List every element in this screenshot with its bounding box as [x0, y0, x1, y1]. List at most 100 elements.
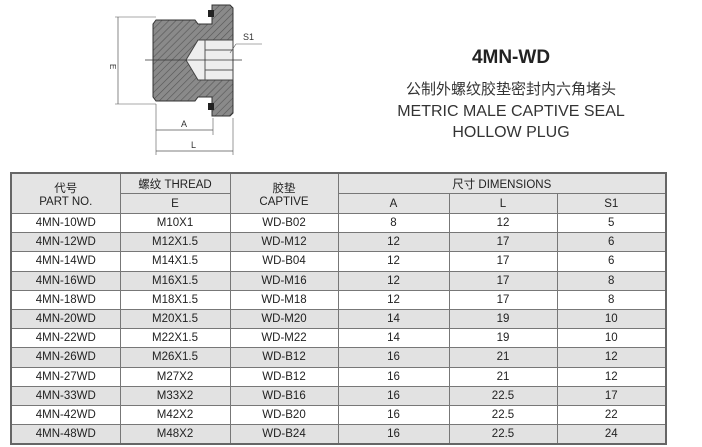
cell-l: 21 [448, 366, 558, 387]
header-e: E [119, 193, 231, 214]
product-name-chinese: 公制外螺纹胶垫密封内六角堵头 [405, 80, 616, 98]
cell-s1: 10 [556, 308, 667, 330]
cell-captive: WD-M16 [229, 270, 339, 291]
dimensions-table: 代号 PART NO. 螺纹 THREAD 胶垫 CAPTIVE 尺寸 DIMENS… [10, 172, 667, 446]
cell-l: 19 [448, 308, 558, 330]
cell-captive: WD-B24 [229, 424, 339, 445]
cell-thread: M16X1.5 [119, 270, 231, 291]
product-code: 4MN-WD [471, 47, 551, 68]
cell-captive: WD-M12 [229, 232, 339, 253]
cell-a: 8 [337, 212, 450, 234]
table-row: 4MN-27WD M27X2 WD-B12 16 21 12 [10, 366, 667, 387]
cell-part: 4MN-18WD [10, 289, 121, 310]
cell-thread: M33X2 [119, 385, 231, 406]
table-row: 4MN-33WD M33X2 WD-B16 16 22.5 17 [10, 385, 667, 406]
cell-captive: WD-M22 [229, 328, 339, 349]
cell-captive: WD-B16 [229, 385, 339, 406]
table-row: 4MN-20WD M20X1.5 WD-M20 14 19 10 [10, 308, 667, 330]
table-row: 4MN-48WD M48X2 WD-B24 16 22.5 24 [10, 424, 667, 445]
plug-cross-section-drawing: E S1 A L [108, 4, 262, 155]
cell-a: 12 [337, 232, 450, 253]
cell-captive: WD-B20 [229, 404, 339, 426]
cell-a: 16 [337, 347, 450, 368]
header-part-cn: 代号 [54, 182, 78, 195]
dimension-s1-label: S1 [243, 32, 254, 42]
cell-part: 4MN-10WD [10, 212, 121, 234]
cell-a: 16 [337, 404, 450, 426]
table-row: 4MN-16WD M16X1.5 WD-M16 12 17 8 [10, 270, 667, 291]
header-l: L [448, 193, 558, 214]
cell-part: 4MN-12WD [10, 232, 121, 253]
cell-a: 16 [337, 366, 450, 387]
cell-a: 12 [337, 270, 450, 291]
table-row: 4MN-12WD M12X1.5 WD-M12 12 17 6 [10, 232, 667, 253]
cell-a: 14 [337, 328, 450, 349]
table-row: 4MN-14WD M14X1.5 WD-B04 12 17 6 [10, 251, 667, 272]
header-captive-cn: 胶垫 [272, 182, 296, 195]
cell-thread: M14X1.5 [119, 251, 231, 272]
cell-l: 22.5 [448, 404, 558, 426]
cell-part: 4MN-33WD [10, 385, 121, 406]
cell-l: 17 [448, 289, 558, 310]
cell-thread: M12X1.5 [119, 232, 231, 253]
table-row: 4MN-10WD M10X1 WD-B02 8 12 5 [10, 212, 667, 234]
header-s1: S1 [556, 193, 667, 214]
cell-part: 4MN-27WD [10, 366, 121, 387]
cell-s1: 8 [556, 289, 667, 310]
cell-part: 4MN-20WD [10, 308, 121, 330]
dimension-l-label: L [191, 140, 196, 150]
cell-captive: WD-M20 [229, 308, 339, 330]
cell-a: 14 [337, 308, 450, 330]
cell-s1: 10 [556, 328, 667, 349]
cell-l: 22.5 [448, 385, 558, 406]
cell-thread: M27X2 [119, 366, 231, 387]
cell-a: 16 [337, 385, 450, 406]
cell-captive: WD-B04 [229, 251, 339, 272]
header-captive-en: CAPTIVE [259, 195, 309, 208]
header-thread: 螺纹 THREAD [119, 172, 231, 194]
cell-l: 19 [448, 328, 558, 349]
cell-s1: 12 [556, 347, 667, 368]
cell-thread: M42X2 [119, 404, 231, 426]
table-row: 4MN-22WD M22X1.5 WD-M22 14 19 10 [10, 328, 667, 349]
cell-a: 12 [337, 289, 450, 310]
header-part-en: PART NO. [39, 195, 93, 208]
cell-captive: WD-B12 [229, 366, 339, 387]
header-a: A [337, 193, 450, 214]
cell-part: 4MN-22WD [10, 328, 121, 349]
cell-captive: WD-B02 [229, 212, 339, 234]
header-captive: 胶垫 CAPTIVE [229, 172, 339, 214]
cell-s1: 6 [556, 232, 667, 253]
cell-a: 16 [337, 424, 450, 445]
cell-s1: 24 [556, 424, 667, 445]
cell-captive: WD-M18 [229, 289, 339, 310]
table-row: 4MN-42WD M42X2 WD-B20 16 22.5 22 [10, 404, 667, 426]
cell-l: 17 [448, 232, 558, 253]
cell-thread: M26X1.5 [119, 347, 231, 368]
cell-thread: M10X1 [119, 212, 231, 234]
table-row: 4MN-18WD M18X1.5 WD-M18 12 17 8 [10, 289, 667, 310]
cell-s1: 22 [556, 404, 667, 426]
cell-captive: WD-B12 [229, 347, 339, 368]
cell-s1: 8 [556, 270, 667, 291]
cell-s1: 5 [556, 212, 667, 234]
cell-part: 4MN-48WD [10, 424, 121, 445]
cell-part: 4MN-26WD [10, 347, 121, 368]
cell-thread: M20X1.5 [119, 308, 231, 330]
cell-a: 12 [337, 251, 450, 272]
cell-part: 4MN-42WD [10, 404, 121, 426]
product-name-english: METRIC MALE CAPTIVE SEAL HOLLOW PLUG [397, 103, 625, 141]
dimension-e-label: E [108, 64, 117, 69]
cell-thread: M48X2 [119, 424, 231, 445]
cell-l: 22.5 [448, 424, 558, 445]
cell-l: 17 [448, 251, 558, 272]
cell-part: 4MN-16WD [10, 270, 121, 291]
cell-l: 17 [448, 270, 558, 291]
cell-s1: 12 [556, 366, 667, 387]
cell-thread: M18X1.5 [119, 289, 231, 310]
cell-l: 12 [448, 212, 558, 234]
cell-s1: 6 [556, 251, 667, 272]
cell-thread: M22X1.5 [119, 328, 231, 349]
header-part-no: 代号 PART NO. [10, 172, 121, 214]
dimension-a-label: A [181, 119, 187, 129]
